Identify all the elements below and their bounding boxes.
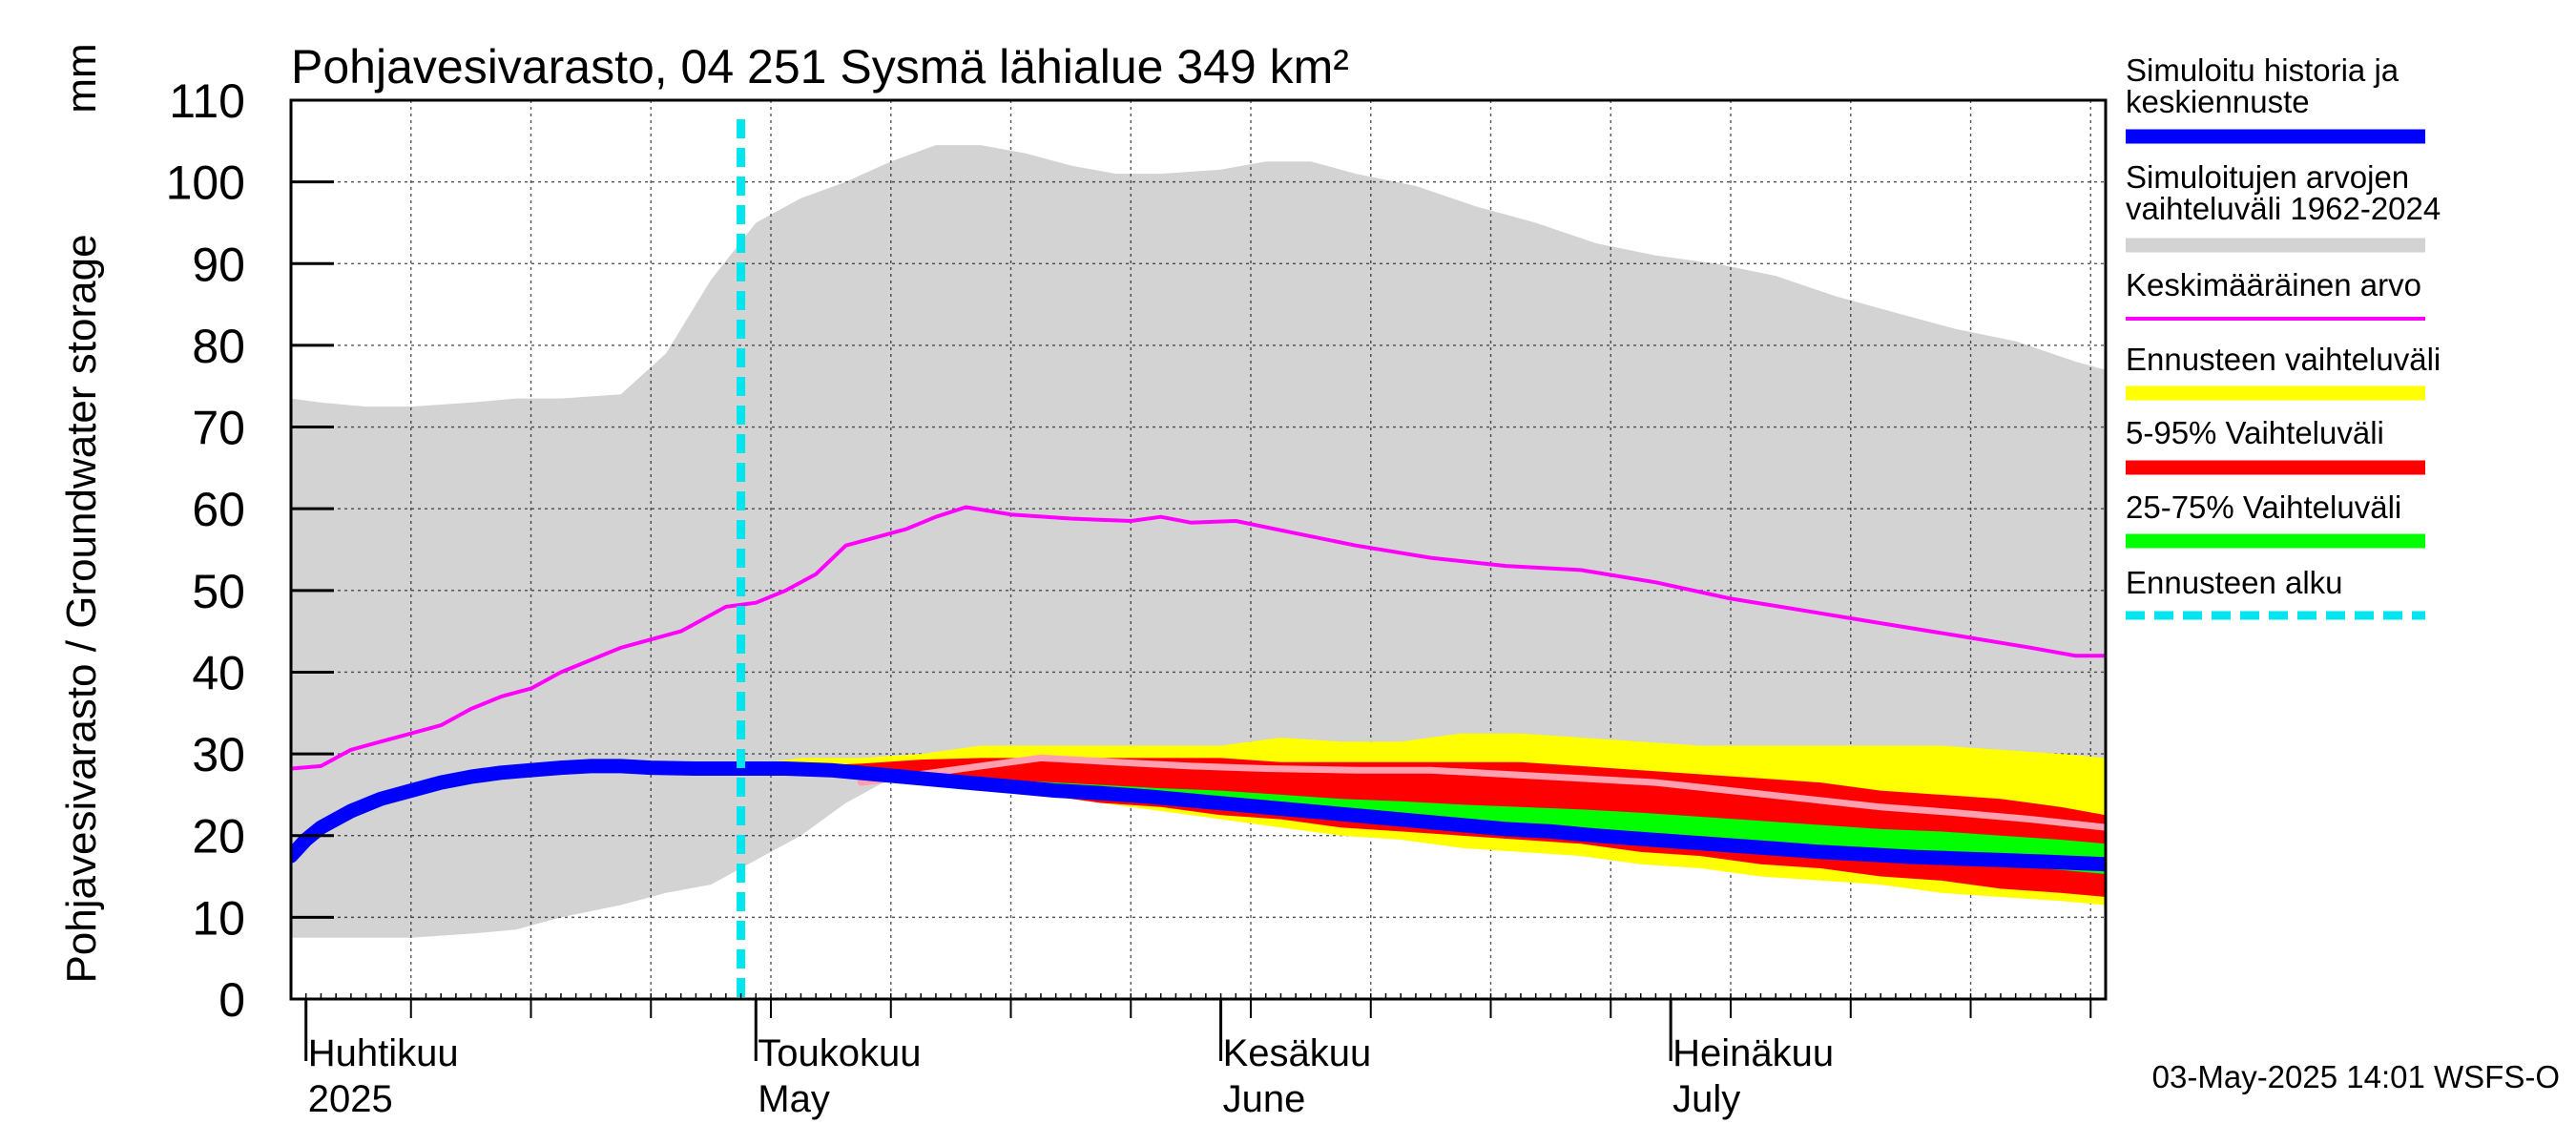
- y-tick-label: 80: [192, 320, 245, 373]
- y-tick-label: 90: [192, 238, 245, 291]
- series-line-mean: [291, 505, 2106, 771]
- x-month-label-en: July: [1672, 1078, 1740, 1120]
- legend-label-forecast_range: Ennusteen vaihteluväli: [2126, 342, 2441, 377]
- legend-label-history: Simuloitu historia ja: [2126, 52, 2399, 88]
- y-tick-label: 10: [192, 891, 245, 945]
- legend-label-history: keskiennuste: [2126, 84, 2310, 119]
- legend-label-forecast_start: Ennusteen alku: [2126, 565, 2343, 600]
- y-tick-label: 110: [169, 74, 245, 128]
- x-month-label-en: May: [758, 1078, 830, 1120]
- timestamp-label: 03-May-2025 14:01 WSFS-O: [2152, 1059, 2560, 1094]
- series-line-history: [291, 759, 2106, 872]
- plot-frame: [289, 98, 2108, 1001]
- x-month-label-en: 2025: [308, 1078, 393, 1120]
- y-tick-label: 0: [218, 973, 245, 1027]
- y-tick-label: 60: [192, 483, 245, 536]
- x-month-label-fi: Toukokuu: [758, 1032, 921, 1074]
- legend-label-range: Simuloitujen arvojen: [2126, 159, 2409, 195]
- plot-content: [291, 100, 2106, 999]
- y-tick-label: 40: [192, 646, 245, 699]
- series-line-median: [857, 754, 2106, 831]
- x-month-label-fi: Huhtikuu: [308, 1032, 459, 1074]
- y-unit-label: mm: [58, 43, 105, 113]
- y-axis-label: Pohjavesivarasto / Groundwater storage: [58, 234, 105, 983]
- range-band: [291, 145, 2106, 938]
- grid: [291, 100, 2106, 999]
- y-tick-label: 50: [192, 565, 245, 618]
- legend-label-range: vaihteluväli 1962-2024: [2126, 191, 2441, 226]
- x-month-label-en: June: [1223, 1078, 1306, 1120]
- y-tick-label: 20: [192, 810, 245, 864]
- chart-title: Pohjavesivarasto, 04 251 Sysmä lähialue …: [291, 40, 1349, 94]
- legend-label-p5_95: 5-95% Vaihteluväli: [2126, 415, 2384, 450]
- y-tick-label: 100: [166, 156, 245, 210]
- plot-area: [291, 100, 2106, 999]
- y-tick-label: 30: [192, 728, 245, 781]
- x-month-label-fi: Heinäkuu: [1672, 1032, 1834, 1074]
- legend-label-mean: Keskimääräinen arvo: [2126, 267, 2421, 302]
- x-month-label-fi: Kesäkuu: [1223, 1032, 1372, 1074]
- legend-label-p25_75: 25-75% Vaihteluväli: [2126, 489, 2401, 525]
- y-tick-label: 70: [192, 402, 245, 455]
